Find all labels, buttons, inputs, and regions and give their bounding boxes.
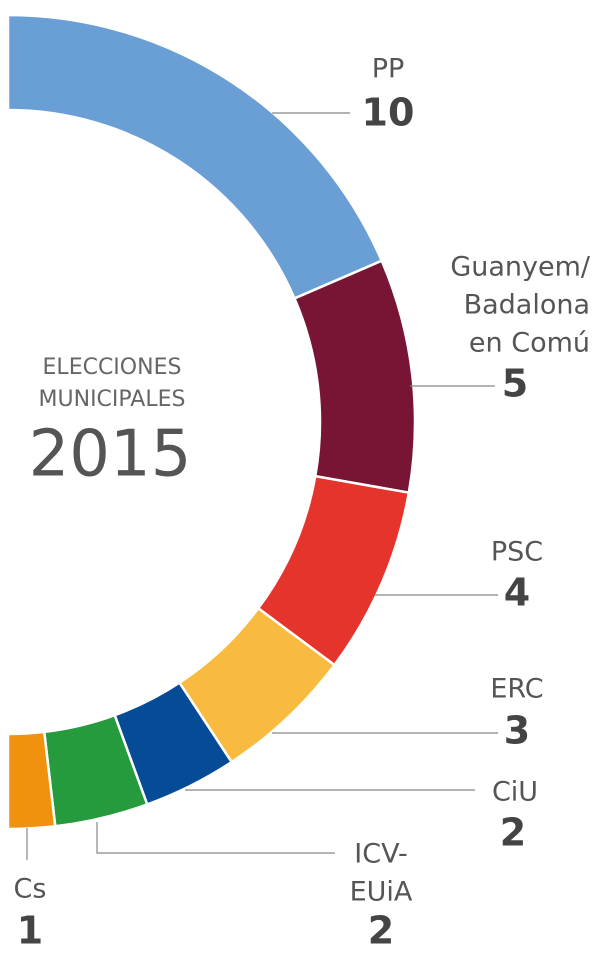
seat-count: 3 — [504, 709, 530, 753]
party-name: Cs — [14, 874, 47, 905]
title-line: MUNICIPALES — [39, 387, 186, 412]
segment — [6, 13, 384, 301]
segment — [6, 730, 57, 831]
seat-count: 2 — [500, 811, 526, 855]
party-name: Badalona — [464, 290, 590, 321]
party-name: Guanyem/ — [450, 252, 591, 283]
seat-count: 10 — [362, 91, 415, 135]
party-name: PSC — [491, 537, 543, 568]
year: 2015 — [29, 418, 192, 492]
title-line: ELECCIONES — [43, 355, 182, 380]
party-name: ICV- — [354, 839, 407, 870]
party-name: ERC — [490, 674, 543, 705]
segment — [292, 259, 417, 495]
party-name: EUiA — [350, 877, 413, 908]
leader-line — [96, 822, 335, 854]
seat-count: 4 — [504, 571, 530, 615]
party-name: PP — [372, 54, 405, 85]
party-name: en Comú — [469, 328, 590, 359]
seat-count: 2 — [368, 909, 394, 953]
party-name: CiU — [492, 777, 538, 808]
seat-count: 1 — [17, 909, 43, 953]
seat-count: 5 — [502, 362, 528, 406]
